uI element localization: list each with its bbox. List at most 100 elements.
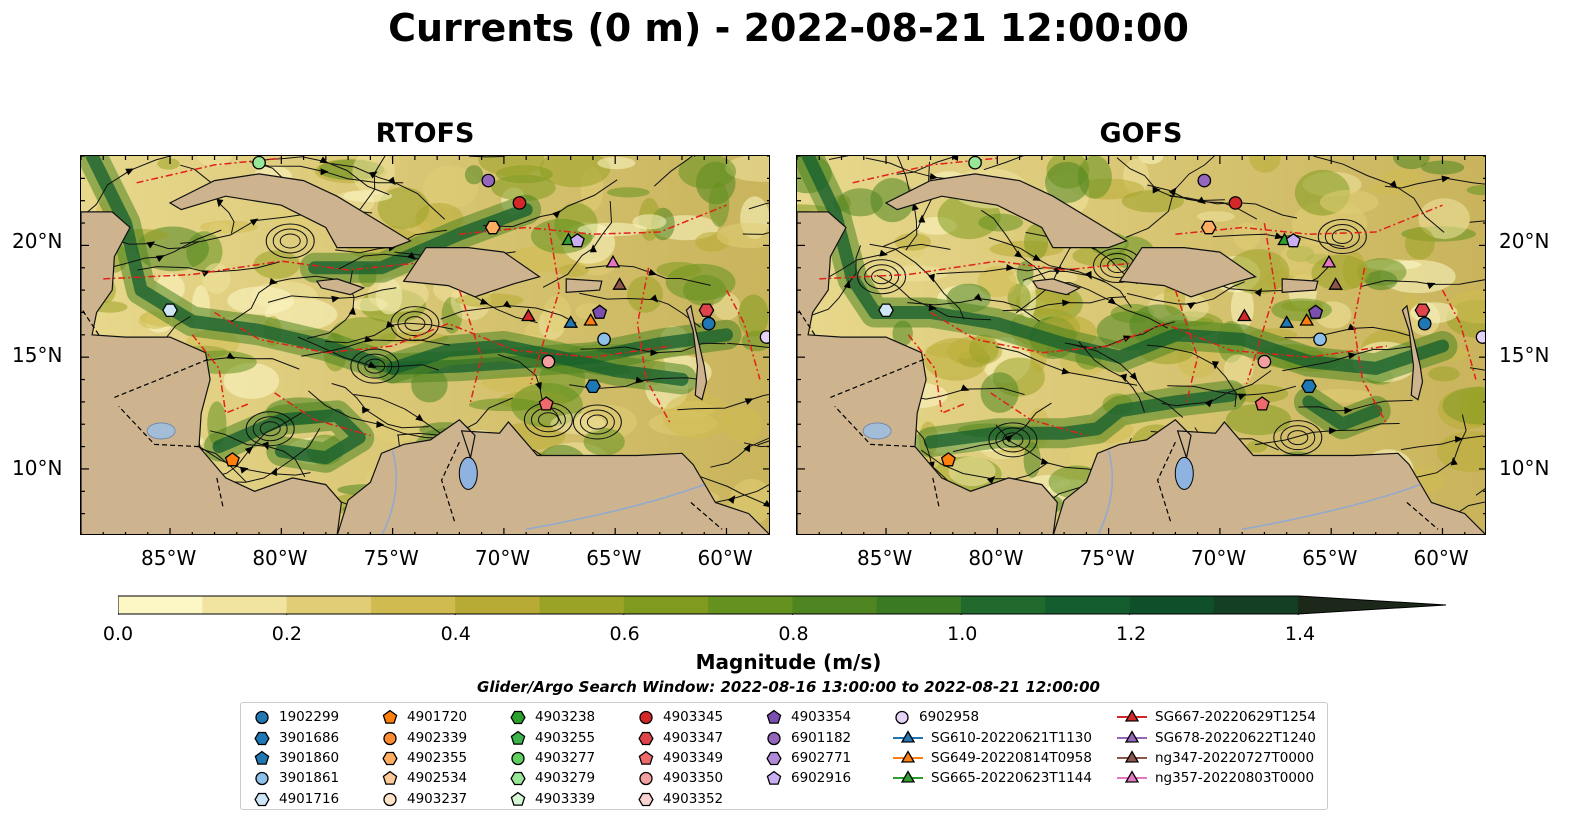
land-mass: [884, 173, 1128, 249]
legend-item-4903347: 4903347: [637, 727, 723, 747]
legend-item-ng357-20220803T0000: ng357-20220803T0000: [1117, 768, 1316, 788]
legend-item-SG610-20220621T1130: SG610-20220621T1130: [893, 727, 1092, 747]
lon-label-60W-rtofs: 60°W: [697, 546, 753, 570]
lat-label-10n-right: 10°N: [1499, 456, 1550, 480]
lon-label-65W-rtofs: 65°W: [586, 546, 642, 570]
legend-label: 4902339: [407, 729, 468, 746]
legend-marker: [900, 729, 916, 743]
legend-marker: [766, 709, 782, 724]
map-panel-rtofs[interactable]: [80, 155, 770, 535]
legend-marker: [1124, 709, 1140, 722]
legend-circle-icon: [255, 772, 269, 786]
land-mass: [402, 247, 541, 298]
legend-item-3901860: 3901860: [253, 748, 339, 768]
legend-marker: [766, 771, 782, 786]
legend-label: 6902771: [791, 749, 852, 766]
legend-marker: [383, 731, 397, 745]
legend-label: 4903255: [535, 729, 596, 746]
legend-marker: [638, 731, 654, 745]
legend-marker: [1124, 729, 1140, 743]
panel-title-gofs: GOFS: [1099, 118, 1183, 149]
lon-label-65W-gofs: 65°W: [1302, 546, 1358, 570]
platform-marker-6902958: [1475, 330, 1485, 344]
legend-item-4901720: 4901720: [381, 707, 467, 727]
legend-triangle-icon: [1117, 709, 1147, 722]
lon-label-70W-gofs: 70°W: [1190, 546, 1247, 570]
legend-hexagon-icon: [638, 731, 654, 745]
legend-marker: [254, 731, 270, 745]
legend-pentagon-icon: [510, 791, 526, 806]
legend-item-4903339: 4903339: [509, 789, 595, 809]
legend-label: 1902299: [279, 709, 340, 726]
legend-label: 6901182: [791, 729, 852, 746]
legend-label: 4903354: [791, 709, 852, 726]
lat-label-10n-left: 10°N: [12, 456, 63, 480]
land-mass: [1281, 278, 1319, 294]
legend-label: 4903347: [663, 729, 724, 746]
platform-marker-4903279: [968, 156, 982, 170]
legend-label: SG678-20220622T1240: [1155, 729, 1316, 746]
legend-item-6901182: 6901182: [765, 727, 851, 747]
platform-marker-SG667-20220629T1254: [1237, 308, 1252, 322]
legend-triangle-icon: [893, 729, 923, 743]
platform-marker-4903279: [252, 156, 266, 170]
platform-marker-4903350: [541, 354, 556, 369]
legend-item-4903277: 4903277: [509, 748, 595, 768]
legend-item-SG667-20220629T1254: SG667-20220629T1254: [1117, 707, 1316, 727]
legend-marker: [639, 772, 653, 786]
land-mass: [315, 278, 366, 296]
legend-pentagon-icon: [382, 771, 398, 786]
platform-marker-3901861: [1313, 332, 1327, 347]
legend-marker: [766, 751, 782, 766]
panel-title-rtofs: RTOFS: [375, 118, 475, 149]
legend-label: 6902916: [791, 770, 852, 787]
legend-label: 4903279: [535, 770, 596, 787]
legend-circle-icon: [383, 731, 397, 745]
eez-boundaries: [103, 157, 761, 437]
legend-item-SG649-20220814T0958: SG649-20220814T0958: [893, 748, 1092, 768]
map-svg-rtofs: [81, 156, 769, 534]
legend-circle-icon: [511, 751, 525, 766]
platform-marker-6902916: [1285, 232, 1301, 248]
land-mass: [81, 211, 343, 534]
colorbar-tick-label: 1.2: [1116, 623, 1147, 645]
legend-pentagon-icon: [254, 750, 270, 765]
legend-marker: [255, 711, 269, 725]
legend-label: ng357-20220803T0000: [1155, 770, 1315, 787]
legend-hexagon-icon: [638, 792, 654, 806]
legend-label: SG667-20220629T1254: [1155, 709, 1316, 726]
legend-item-ng347-20220727T0000: ng347-20220727T0000: [1117, 748, 1316, 768]
legend-item-4903345: 4903345: [637, 707, 723, 727]
platform-marker-6902916: [569, 232, 585, 248]
lon-label-70W-rtofs: 70°W: [474, 546, 531, 570]
lat-label-20n-right: 20°N: [1499, 229, 1550, 253]
platform-marker-4901716: [162, 303, 178, 318]
legend-circle-icon: [255, 711, 269, 725]
legend-marker: [510, 772, 526, 786]
legend-pentagon-icon: [766, 709, 782, 724]
legend-label: 4903339: [535, 790, 596, 807]
legend-label: 4901716: [279, 790, 340, 807]
platform-marker-4903347: [1414, 303, 1431, 318]
figure-title: Currents (0 m) - 2022-08-21 12:00:00: [388, 6, 1189, 50]
lon-label-80W-rtofs: 80°W: [252, 546, 308, 570]
land-mass: [1401, 304, 1424, 401]
land-mass: [336, 419, 769, 534]
legend-label: SG649-20220814T0958: [931, 749, 1092, 766]
colorbar-tick-label: 0.2: [271, 623, 302, 645]
legend-circle-icon: [767, 731, 781, 745]
legend-marker: [895, 711, 909, 725]
legend-marker: [511, 751, 525, 766]
platform-marker-4901720: [940, 452, 956, 467]
platform-marker-3901686: [1301, 379, 1317, 394]
legend-item-4903237: 4903237: [381, 789, 467, 809]
platform-marker-4903349: [1254, 396, 1270, 411]
legend-label: 4903349: [663, 749, 724, 766]
legend-label: 4903237: [407, 790, 468, 807]
legend-hexagon-icon: [254, 792, 270, 806]
platform-marker-ng347-20220727T0000: [1328, 277, 1343, 290]
legend-item-6902958: 6902958: [893, 707, 1092, 727]
legend-label: 4903350: [663, 770, 724, 787]
map-panel-gofs[interactable]: [796, 155, 1486, 535]
legend-hexagon-icon: [510, 772, 526, 786]
